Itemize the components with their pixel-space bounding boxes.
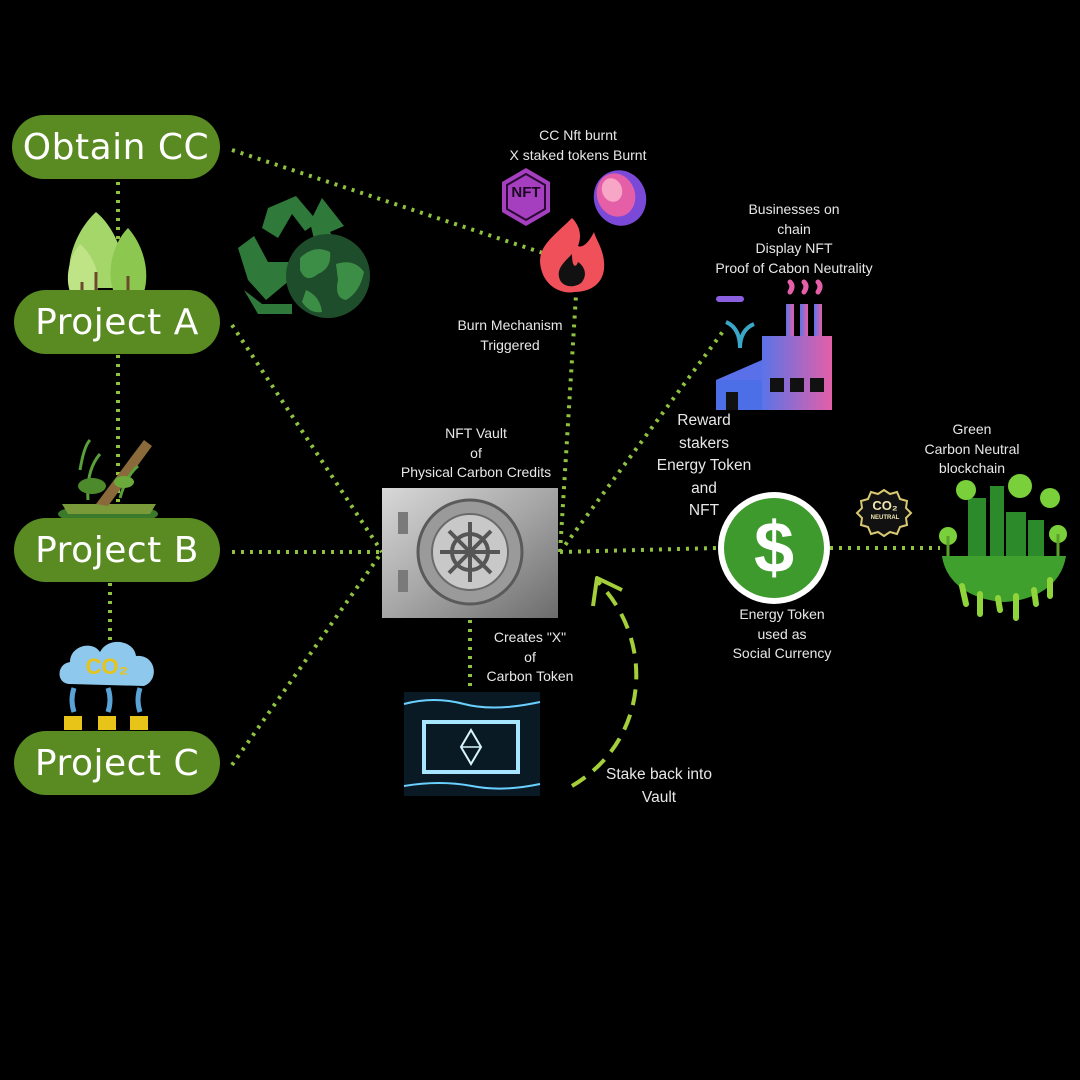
stake-back-arrow	[570, 580, 639, 788]
obtain-cc-node: Obtain CC	[12, 115, 220, 179]
connector-a-to-vault	[230, 323, 384, 554]
project-c-node: Project C	[14, 731, 220, 795]
project-b-node: Project B	[14, 518, 220, 582]
green-city-icon	[939, 474, 1067, 621]
fire-icon	[540, 218, 605, 293]
burnt-label: CC Nft burnt X staked tokens Burnt	[509, 127, 647, 163]
businesses-label: Businesses on chain Display NFT Proof of C…	[715, 201, 873, 276]
dollar-sign: $	[753, 508, 795, 588]
recycle-globe-icon	[238, 196, 370, 318]
co2-cloud-icon	[59, 641, 154, 730]
reward-label: Reward stakers Energy Token and NFT	[656, 412, 752, 519]
co2-cloud-text: CO₂	[85, 654, 129, 679]
dollar-coin-icon	[718, 492, 830, 604]
vault-label: NFT Vault of Physical Carbon Credits	[400, 425, 552, 480]
creates-label: Creates "X" of Carbon Token	[486, 629, 574, 684]
stake-back-arrowhead	[591, 576, 623, 607]
swamp-icon	[58, 438, 158, 524]
burn-mechanism-label: Burn Mechanism Triggered	[457, 317, 563, 353]
forest-icon	[67, 212, 147, 300]
stake-back-label: Stake back into Vault	[606, 766, 712, 806]
nft-icon	[502, 168, 550, 226]
co2-neutral-badge-icon	[855, 488, 913, 538]
energy-token-label: Energy Token used as Social Currency	[732, 606, 832, 661]
nft-badge-text: NFT	[511, 184, 541, 201]
factory-icon	[716, 279, 832, 410]
connector-c-to-vault	[230, 550, 384, 767]
ethereum-token-icon	[403, 692, 541, 796]
token-coin-icon	[593, 170, 647, 226]
co2-badge-text: CO₂	[872, 498, 898, 513]
connector-vault-to-burn	[558, 294, 578, 553]
connector-vault-to-factory	[558, 328, 726, 554]
vault-icon	[382, 488, 558, 618]
project-a-node: Project A	[14, 290, 220, 354]
green-chain-label: Green Carbon Neutral blockchain	[924, 421, 1020, 476]
neutral-badge-text: NEUTRAL	[870, 515, 900, 521]
